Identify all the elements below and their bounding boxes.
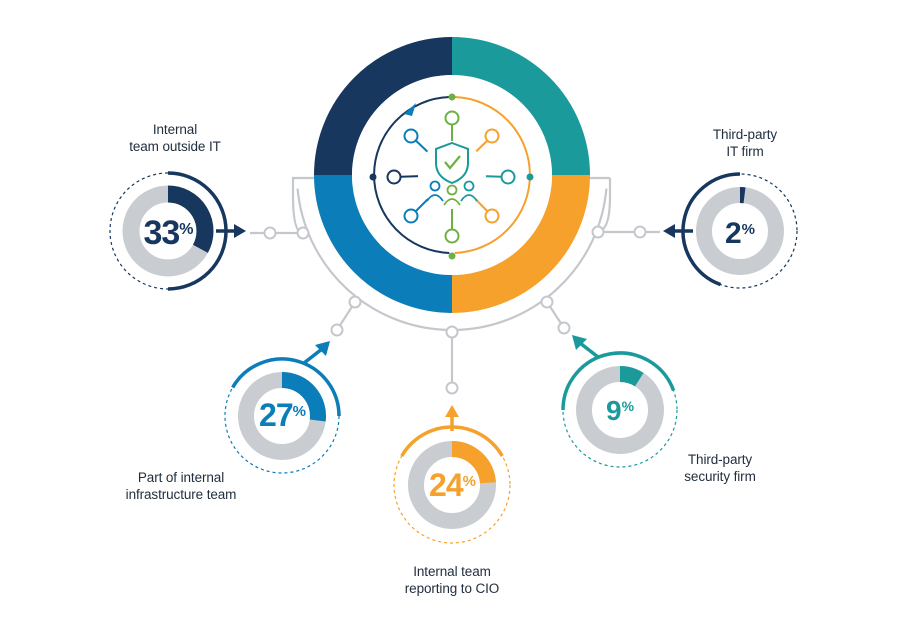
connector-node	[591, 225, 605, 239]
hub-segment-teal	[451, 37, 590, 176]
person-body-icon	[426, 194, 444, 202]
donut-third-party-it-firm	[663, 172, 798, 289]
value-third-party-security-firm: 9%	[606, 395, 635, 426]
icon-dot	[369, 173, 377, 181]
arrow-icon	[572, 335, 587, 350]
arrow-shaft	[302, 347, 324, 365]
icon-node	[484, 208, 500, 224]
team-security-shield-icon	[369, 93, 534, 260]
dashed-outline	[562, 352, 678, 468]
icon-node	[484, 128, 500, 144]
dashed-outline	[682, 173, 798, 289]
icon-dot	[526, 173, 534, 181]
arrow-icon	[234, 224, 246, 238]
value-internal-team-reporting-to-cio: 24%	[429, 467, 476, 503]
value-internal-team-outside-it: 33%	[143, 214, 193, 252]
accent-arc	[561, 351, 676, 411]
icon-node	[403, 128, 419, 144]
arrow-icon	[404, 103, 416, 116]
icon-dot	[448, 93, 456, 101]
accent-arc	[681, 172, 741, 287]
person-icon	[429, 180, 441, 192]
hub-segment-orange	[451, 174, 590, 313]
connector-node	[348, 295, 362, 309]
connector-node	[296, 226, 310, 240]
connector-node	[445, 325, 459, 339]
connector-lines	[250, 176, 660, 395]
label-third-party-security-firm: Third-party security firm	[684, 452, 756, 484]
donut-internal-team-outside-it	[109, 171, 246, 291]
connector-node	[263, 226, 277, 240]
donut-value-arc	[619, 366, 644, 387]
icon-node	[403, 208, 419, 224]
icon-node	[444, 110, 460, 126]
icon-dot	[448, 252, 456, 260]
shield-icon	[435, 141, 469, 185]
check-icon	[444, 155, 461, 170]
icon-node	[386, 169, 402, 185]
arrow-icon	[315, 341, 330, 356]
donut-part-of-internal-infrastructure-team	[224, 341, 341, 474]
connector-node	[330, 323, 344, 337]
accent-arc	[231, 357, 341, 417]
hub-segment-navy	[314, 37, 453, 176]
label-internal-team-outside-it: Internal team outside IT	[129, 122, 221, 154]
hub-segment-blue	[314, 174, 453, 313]
arrow-icon	[663, 224, 675, 238]
donut-internal-team-reporting-to-cio	[393, 405, 511, 544]
donut-value-arc	[281, 372, 326, 422]
label-part-of-internal-infrastructure-team: Part of internal infrastructure team	[125, 470, 237, 502]
person-body-icon	[443, 198, 461, 206]
connector-node	[633, 225, 647, 239]
connector-node	[540, 295, 554, 309]
connector-bracket-left	[291, 178, 304, 235]
connector-node	[557, 321, 571, 335]
label-internal-team-reporting-to-cio: Internal team reporting to CIO	[404, 564, 500, 596]
donut-third-party-security-firm	[561, 335, 678, 468]
icon-node	[500, 169, 516, 185]
person-icon	[463, 180, 475, 192]
arrow-icon	[445, 405, 459, 417]
donut-value-arc	[167, 185, 214, 253]
person-icon	[446, 184, 458, 196]
value-part-of-internal-infrastructure-team: 27%	[259, 397, 306, 433]
connector-node	[445, 381, 459, 395]
donut-value-arc	[451, 441, 496, 484]
label-third-party-it-firm: Third-party IT firm	[712, 127, 778, 159]
icon-node	[444, 228, 460, 244]
value-third-party-it-firm: 2%	[725, 217, 755, 250]
arrow-shaft	[578, 341, 600, 359]
central-hub	[314, 37, 590, 313]
person-body-icon	[460, 194, 478, 202]
